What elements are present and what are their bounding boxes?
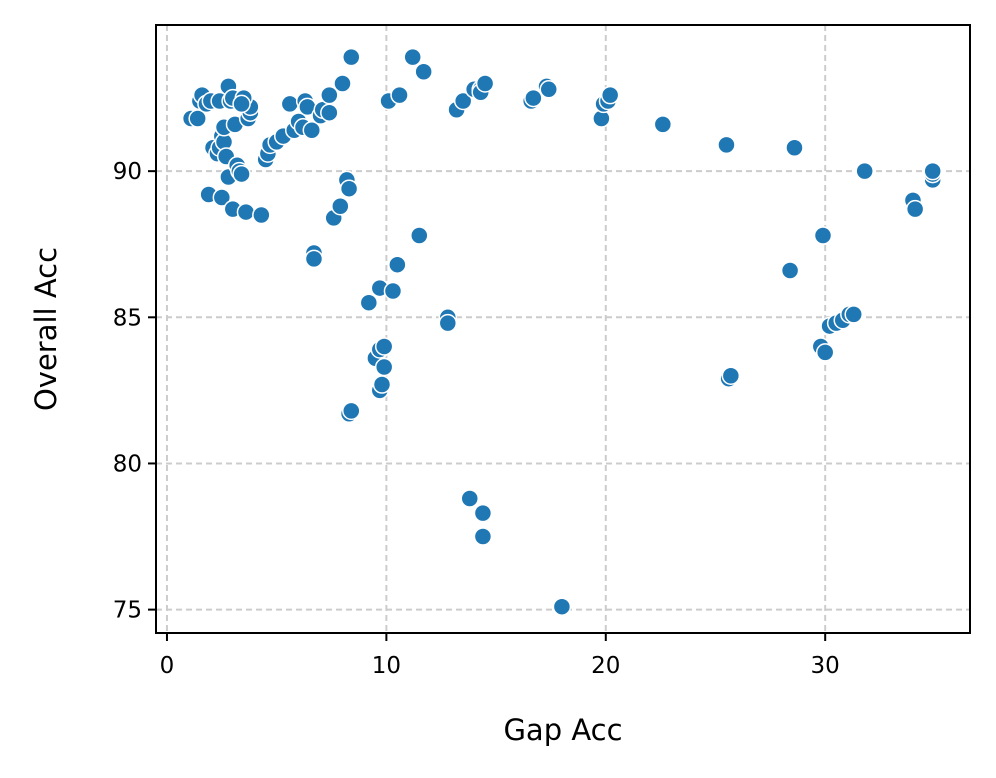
data-point: [717, 135, 736, 155]
data-point: [383, 281, 403, 301]
data-point: [473, 527, 493, 546]
data-point: [374, 357, 394, 377]
data-point: [653, 115, 673, 134]
y-tick-label: 80: [113, 451, 142, 477]
data-point: [600, 85, 620, 105]
data-point: [342, 47, 361, 67]
y-axis-title: Overall Acc: [29, 247, 63, 411]
data-point: [414, 62, 433, 82]
data-point: [320, 85, 339, 105]
data-point: [473, 503, 493, 523]
data-point: [813, 226, 833, 245]
data-point: [475, 74, 495, 93]
x-tick-label: 20: [591, 653, 620, 679]
axis-ticks: 0 10 20 30 75 80 85 90: [113, 159, 840, 679]
data-point: [785, 138, 804, 158]
data-point: [403, 47, 422, 67]
data-point: [320, 103, 339, 122]
y-tick-label: 85: [113, 305, 142, 331]
data-point: [359, 293, 379, 312]
y-tick-label: 75: [113, 598, 142, 624]
data-point: [552, 597, 572, 616]
data-point: [815, 343, 835, 362]
data-point: [539, 80, 558, 99]
data-point: [374, 337, 394, 356]
data-point: [333, 74, 352, 93]
data-points: [181, 47, 942, 616]
data-point: [236, 202, 256, 222]
data-point: [780, 261, 800, 280]
data-point: [438, 313, 458, 333]
data-point: [844, 305, 863, 324]
data-point: [453, 91, 473, 111]
data-point: [331, 196, 350, 216]
data-point: [855, 161, 874, 181]
plot-frame: [155, 24, 971, 634]
data-point: [410, 226, 429, 245]
data-point: [388, 255, 407, 274]
data-point: [188, 109, 207, 128]
data-point: [923, 161, 942, 181]
data-point: [524, 88, 543, 108]
data-point: [905, 199, 925, 219]
data-point: [232, 164, 251, 184]
y-tick-label: 90: [113, 159, 142, 185]
data-point: [252, 205, 271, 225]
data-point: [372, 375, 392, 394]
data-point: [304, 249, 324, 269]
data-point: [302, 120, 322, 140]
x-tick-label: 10: [372, 653, 401, 679]
x-axis-title: Gap Acc: [503, 713, 622, 747]
data-point: [339, 179, 359, 198]
data-point: [232, 94, 251, 114]
data-point: [212, 188, 232, 207]
data-point: [721, 366, 741, 386]
data-point: [342, 401, 361, 421]
x-tick-label: 30: [811, 653, 840, 679]
data-point: [460, 489, 480, 508]
data-point: [280, 94, 300, 114]
data-point: [390, 85, 409, 105]
x-tick-label: 0: [160, 653, 175, 679]
